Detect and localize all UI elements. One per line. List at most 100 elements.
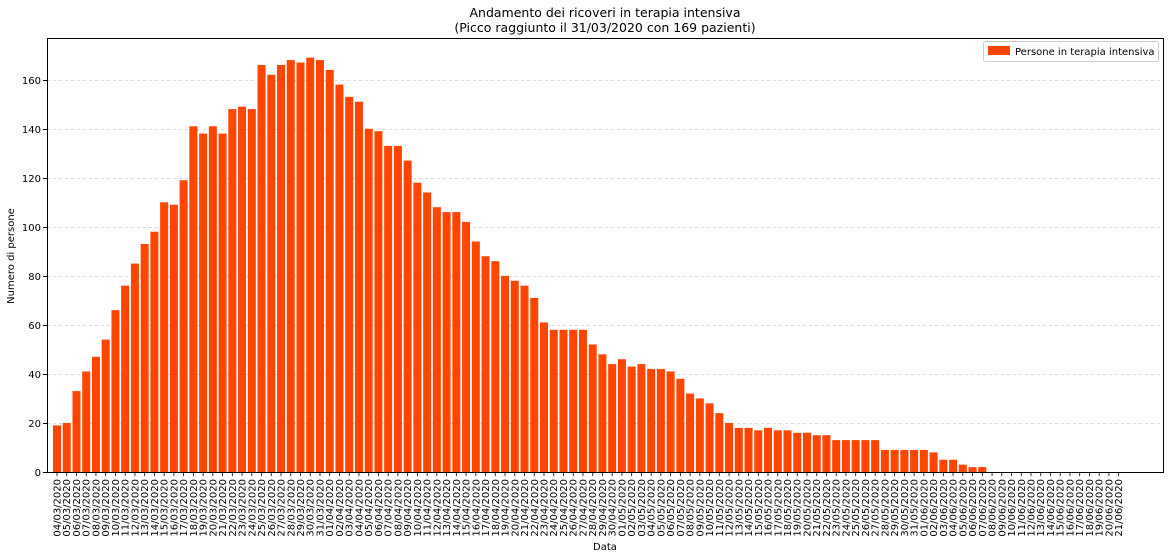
bar	[745, 428, 753, 472]
bar	[462, 222, 470, 472]
legend-label: Persone in terapia intensiva	[1015, 47, 1155, 58]
bar	[443, 212, 451, 472]
bar	[939, 460, 947, 472]
bar	[248, 109, 256, 472]
y-axis: 020406080100120140160	[22, 76, 47, 479]
bar	[63, 423, 71, 472]
y-tick-label: 0	[35, 468, 41, 479]
bar	[82, 371, 90, 472]
bar	[219, 134, 227, 472]
bar	[891, 450, 899, 472]
bar	[949, 460, 957, 472]
bar	[920, 450, 928, 472]
y-tick-label: 100	[22, 223, 41, 234]
bar	[306, 58, 314, 472]
bar	[111, 310, 119, 472]
chart-title: Andamento dei ricoveri in terapia intens…	[469, 5, 740, 20]
bar	[521, 286, 529, 472]
bar	[384, 146, 392, 472]
y-tick-label: 80	[28, 272, 41, 283]
bar	[637, 364, 645, 472]
bar	[569, 330, 577, 472]
bar	[764, 428, 772, 472]
bar	[394, 146, 402, 472]
bar	[793, 433, 801, 472]
bar	[667, 371, 675, 472]
x-axis: 04/03/202005/03/202006/03/202007/03/2020…	[53, 472, 1126, 537]
y-tick-label: 40	[28, 370, 41, 381]
bar	[657, 369, 665, 472]
bar	[189, 126, 197, 472]
bar	[404, 161, 412, 472]
bar	[413, 183, 421, 472]
y-tick-label: 60	[28, 321, 41, 332]
x-axis-label: Data	[593, 542, 617, 553]
bar	[335, 85, 343, 472]
bar	[297, 63, 305, 472]
bar	[540, 322, 548, 472]
bar	[238, 107, 246, 472]
bar	[180, 180, 188, 472]
bar	[287, 60, 295, 472]
bar	[832, 440, 840, 472]
bar	[676, 379, 684, 472]
bar	[754, 430, 762, 472]
bar	[150, 232, 158, 472]
bar	[102, 340, 110, 472]
bar	[715, 413, 723, 472]
bar	[267, 75, 275, 472]
bar	[559, 330, 567, 472]
bar	[209, 126, 217, 472]
bars	[53, 58, 986, 472]
bar	[725, 423, 733, 472]
bar	[881, 450, 889, 472]
legend: Persone in terapia intensiva	[984, 42, 1159, 62]
bar	[910, 450, 918, 472]
bar	[452, 212, 460, 472]
bar	[277, 65, 285, 472]
bar	[774, 430, 782, 472]
bar	[900, 450, 908, 472]
bar	[803, 433, 811, 472]
y-tick-label: 160	[22, 76, 41, 87]
bar	[618, 359, 626, 472]
bar	[326, 70, 334, 472]
bar	[530, 298, 538, 472]
bar	[608, 364, 616, 472]
bar	[686, 394, 694, 472]
bar	[784, 430, 792, 472]
bar	[53, 425, 61, 472]
y-tick-label: 140	[22, 125, 41, 136]
bar	[978, 467, 986, 472]
bar	[696, 398, 704, 472]
bar	[316, 60, 324, 472]
bar	[871, 440, 879, 472]
bar	[170, 205, 178, 472]
bar	[550, 330, 558, 472]
bar	[579, 330, 587, 472]
bar	[92, 357, 100, 472]
bar	[131, 264, 139, 472]
bar	[969, 467, 977, 472]
bar	[491, 261, 499, 472]
bar	[813, 435, 821, 472]
bar	[930, 452, 938, 472]
bar	[141, 244, 149, 472]
chart-subtitle: (Picco raggiunto il 31/03/2020 con 169 p…	[454, 20, 755, 35]
bar	[345, 97, 353, 472]
bar	[199, 134, 207, 472]
bar	[72, 391, 80, 472]
bar	[482, 256, 490, 472]
bar	[433, 207, 441, 472]
bar	[861, 440, 869, 472]
bar	[501, 276, 509, 472]
bar	[647, 369, 655, 472]
x-tick-label: 21/06/2020	[1114, 479, 1125, 537]
bar	[121, 286, 129, 472]
bar	[628, 367, 636, 472]
bar	[598, 354, 606, 472]
bar	[355, 102, 363, 472]
bar	[842, 440, 850, 472]
legend-swatch	[988, 46, 1010, 55]
